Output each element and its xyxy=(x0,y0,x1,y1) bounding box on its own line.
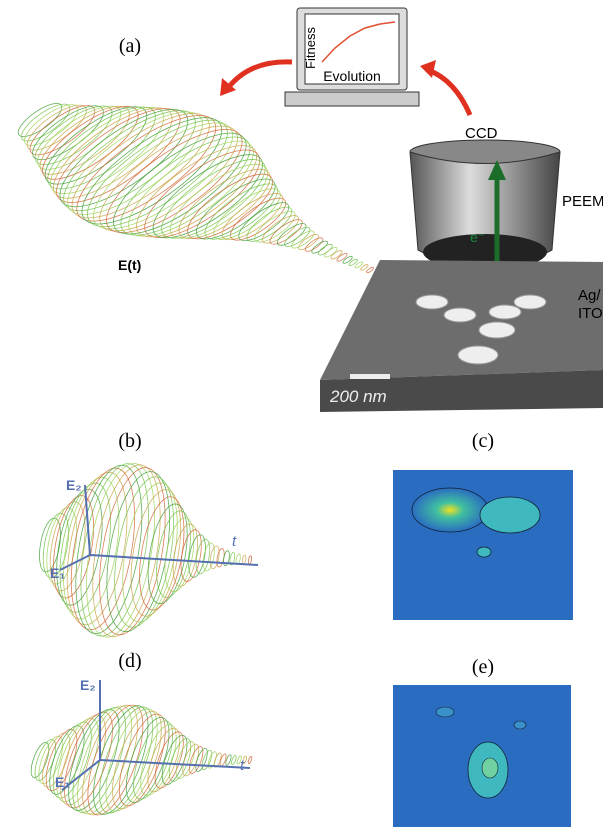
panel-label: (e) xyxy=(472,656,494,678)
arrow-head xyxy=(420,60,436,78)
axis-label: Evolution xyxy=(323,68,381,84)
pulse-ring xyxy=(149,728,189,791)
axis-label: E₂ xyxy=(80,677,96,693)
figure: (a) Fitness Evolution CCD PEEM e⁻ 200 nm… xyxy=(0,0,603,830)
arrow xyxy=(428,70,470,115)
pulse-ring xyxy=(342,255,353,264)
arrow xyxy=(228,62,292,88)
pulse-ring xyxy=(141,501,193,607)
pulse-ring xyxy=(267,215,306,248)
pulse-ring xyxy=(27,740,52,780)
pulse-ring xyxy=(242,555,247,565)
scale-bar-label: 200 nm xyxy=(329,387,387,406)
pulse-illustration xyxy=(14,93,374,274)
pulse-ring xyxy=(157,732,192,787)
label: Ag/ xyxy=(578,287,601,304)
pulse-ring xyxy=(141,724,186,795)
panel-label: (b) xyxy=(118,430,141,452)
panel-label: (c) xyxy=(472,430,494,452)
pulse-illustration xyxy=(27,680,252,821)
axis-label: E₂ xyxy=(66,477,82,493)
pulse-ring xyxy=(209,545,221,569)
field-label: E(t) xyxy=(118,257,141,273)
pulse-ring xyxy=(348,258,358,267)
pulse-ring xyxy=(247,756,252,764)
emission-map xyxy=(393,685,571,827)
axis-label: t xyxy=(232,533,237,550)
axis-label: t xyxy=(240,757,245,774)
pulse-ring xyxy=(27,96,120,174)
label: e⁻ xyxy=(470,229,485,245)
pulse-ring xyxy=(96,467,180,637)
label: CCD xyxy=(465,125,498,142)
pulse-ring xyxy=(81,460,171,642)
label: PEEM xyxy=(562,193,603,210)
axis-label: Fitness xyxy=(303,27,318,69)
axis-label: E₁ xyxy=(50,565,65,581)
detector xyxy=(410,140,560,270)
label: ITO xyxy=(578,305,603,322)
pulse-ring xyxy=(336,252,348,262)
panel-label: (a) xyxy=(119,35,141,57)
panel-label: (d) xyxy=(118,650,141,672)
pulse-ring xyxy=(248,556,252,565)
axis-label: E₁ xyxy=(55,774,70,790)
emission-map xyxy=(393,470,573,620)
